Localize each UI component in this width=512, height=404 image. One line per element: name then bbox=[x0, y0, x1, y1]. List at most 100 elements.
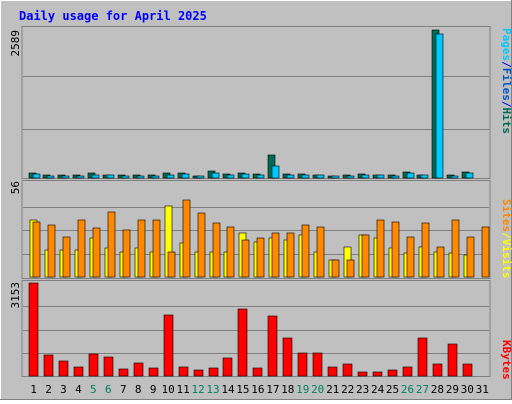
legend-pages: Pages bbox=[500, 28, 512, 61]
sites-bar bbox=[451, 219, 460, 278]
legend-panel1: Pages/Files/Hits bbox=[500, 28, 512, 134]
sites-bar bbox=[346, 259, 355, 278]
x-tick-label: 29 bbox=[446, 383, 459, 396]
pages-bar bbox=[226, 174, 235, 179]
kbytes-bar bbox=[103, 356, 114, 377]
pages-bar bbox=[106, 174, 115, 179]
x-tick-label: 20 bbox=[311, 383, 324, 396]
sites-bar bbox=[361, 234, 370, 278]
legend-panel3: KBytes bbox=[500, 340, 512, 380]
legend-visits: Visits bbox=[500, 239, 512, 279]
pages-bar bbox=[166, 174, 175, 179]
sites-bar bbox=[406, 236, 415, 278]
pages-bar bbox=[136, 175, 145, 179]
sites-bar bbox=[301, 224, 310, 278]
kbytes-bar bbox=[402, 366, 413, 377]
x-tick-label: 18 bbox=[281, 383, 294, 396]
pages-bar bbox=[211, 172, 220, 179]
kbytes-bar bbox=[178, 366, 189, 377]
x-tick-label: 3 bbox=[60, 383, 67, 396]
kbytes-bar bbox=[193, 369, 204, 377]
x-tick-label: 21 bbox=[326, 383, 339, 396]
pages-bar bbox=[331, 175, 340, 179]
kbytes-bar bbox=[387, 369, 398, 377]
sites-bar bbox=[271, 232, 280, 278]
kbytes-bar bbox=[222, 357, 233, 377]
sites-bar bbox=[226, 226, 235, 278]
pages-bar bbox=[61, 175, 70, 179]
kbytes-bar bbox=[342, 363, 353, 377]
x-tick-label: 27 bbox=[416, 383, 429, 396]
sites-bar bbox=[137, 219, 146, 278]
x-tick-label: 30 bbox=[461, 383, 474, 396]
legend-hits: Hits bbox=[500, 108, 512, 135]
kbytes-bar bbox=[297, 352, 308, 377]
sites-bar bbox=[286, 232, 295, 278]
x-tick-label: 31 bbox=[476, 383, 489, 396]
sites-bar bbox=[436, 246, 445, 278]
kbytes-bar bbox=[118, 368, 129, 377]
pages-bar bbox=[46, 175, 55, 179]
sites-bar bbox=[421, 222, 430, 278]
sites-bar bbox=[182, 199, 191, 278]
x-tick-label: 10 bbox=[161, 383, 174, 396]
pages-bar bbox=[271, 165, 280, 179]
x-tick-label: 14 bbox=[221, 383, 235, 396]
x-tick-label: 24 bbox=[371, 383, 385, 396]
pages-bar bbox=[420, 174, 429, 179]
pages-bar bbox=[301, 174, 310, 179]
sites-bar bbox=[212, 222, 221, 278]
sites-bar bbox=[241, 239, 250, 278]
kbytes-bar bbox=[58, 360, 69, 377]
panel3-ymax-label: 3153 bbox=[9, 282, 22, 309]
sites-bar bbox=[107, 211, 116, 278]
sites-bar bbox=[62, 236, 71, 278]
x-tick-label: 7 bbox=[120, 383, 127, 396]
sites-bar bbox=[331, 259, 340, 278]
x-tick-label: 23 bbox=[356, 383, 369, 396]
x-tick-label: 11 bbox=[176, 383, 189, 396]
sites-bar bbox=[256, 237, 265, 278]
sites-bar bbox=[167, 251, 176, 278]
pages-bar bbox=[361, 174, 370, 179]
x-tick-label: 25 bbox=[386, 383, 399, 396]
panel2-ymax-label: 56 bbox=[9, 181, 22, 194]
sites-bar bbox=[122, 229, 131, 278]
pages-bar bbox=[346, 175, 355, 179]
x-tick-label: 8 bbox=[135, 383, 142, 396]
kbytes-bar bbox=[43, 354, 54, 377]
legend-separator: / bbox=[500, 61, 512, 68]
pages-bar bbox=[465, 172, 474, 179]
x-tick-label: 5 bbox=[90, 383, 97, 396]
sites-bar bbox=[32, 221, 41, 278]
pages-bar bbox=[391, 175, 400, 179]
kbytes-bar bbox=[357, 371, 368, 377]
chart-title: Daily usage for April 2025 bbox=[19, 9, 207, 23]
pages-bar bbox=[32, 173, 41, 179]
pages-bar bbox=[121, 175, 130, 179]
legend-panel2: Sites/Visits bbox=[500, 199, 512, 279]
panel-hits-frame bbox=[21, 26, 491, 179]
legend-files: Files bbox=[500, 68, 512, 101]
x-tick-label: 2 bbox=[45, 383, 52, 396]
pages-bar bbox=[406, 172, 415, 179]
kbytes-bar bbox=[73, 366, 84, 377]
x-tick-label: 22 bbox=[341, 383, 354, 396]
kbytes-bar bbox=[28, 282, 39, 377]
kbytes-bar bbox=[432, 363, 443, 377]
x-tick-label: 4 bbox=[75, 383, 82, 396]
x-tick-labels: 1 2 3 4 5 6 7 8 9 10 11 12 13 14 15 16 17 18 19 20 21 22 23 24 2… bbox=[30, 383, 489, 396]
kbytes-bar bbox=[462, 363, 473, 377]
bars bbox=[28, 29, 490, 377]
kbytes-bar bbox=[88, 353, 99, 377]
kbytes-bar bbox=[237, 308, 248, 377]
sites-bar bbox=[391, 221, 400, 278]
panel-kbytes-frame bbox=[21, 280, 491, 377]
kbytes-bar bbox=[148, 367, 159, 377]
pages-bar bbox=[435, 33, 444, 179]
pages-bar bbox=[286, 174, 295, 179]
sites-bar bbox=[376, 219, 385, 278]
x-tick-label: 9 bbox=[150, 383, 157, 396]
